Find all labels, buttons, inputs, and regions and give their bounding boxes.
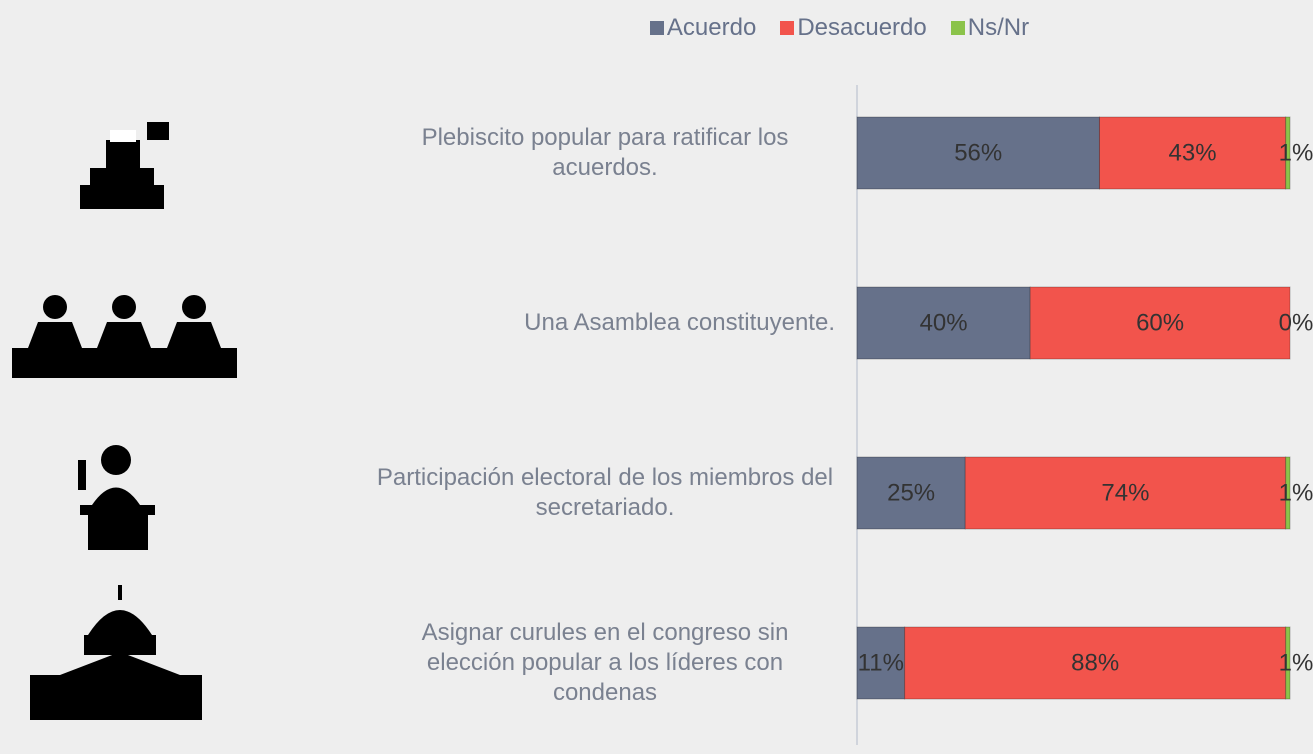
category-label: Plebiscito popular para ratificar los ac… — [421, 124, 789, 181]
value-label: 11% — [858, 649, 904, 676]
bar-segment — [856, 116, 1100, 190]
value-label: 40% — [920, 309, 968, 336]
bar-segment — [1285, 116, 1291, 190]
legend-swatch — [649, 21, 664, 35]
value-label: 43% — [1169, 139, 1217, 166]
bar-segment — [1285, 626, 1291, 700]
value-label: 74% — [1101, 479, 1149, 506]
legend: Acuerdo Desacuerdo Ns/Nr — [0, 14, 1313, 42]
legend-item: Acuerdo — [649, 14, 757, 42]
icons — [12, 122, 237, 720]
value-label: 25% — [887, 479, 935, 506]
legend-label: Desacuerdo — [797, 14, 927, 41]
bar-segment — [904, 626, 1287, 700]
category-label: Una Asamblea constituyente. — [524, 309, 835, 336]
category-box: Participación electoral de los miembros … — [375, 433, 835, 553]
category-label: Asignar curules en el congreso sin elecc… — [421, 619, 789, 706]
value-label: 1% — [1279, 649, 1313, 676]
congress-icon — [30, 585, 202, 720]
ballot-icon — [80, 122, 169, 209]
bar-segment — [856, 456, 966, 530]
value-label: 1% — [1279, 139, 1313, 166]
legend-label: Acuerdo — [666, 14, 757, 41]
category-box: Asignar curules en el congreso sin elecc… — [375, 603, 835, 723]
assembly-icon — [12, 295, 237, 378]
bar-segment — [1029, 286, 1291, 360]
category-box: Plebiscito popular para ratificar los ac… — [375, 93, 835, 213]
value-label: 88% — [1071, 649, 1119, 676]
legend-swatch — [950, 21, 965, 35]
legend-item: Ns/Nr — [950, 14, 1030, 42]
value-label: 0% — [1279, 309, 1313, 336]
value-label: 56% — [954, 139, 1002, 166]
legend-item: Desacuerdo — [780, 14, 927, 42]
legend-label: Ns/Nr — [967, 14, 1030, 41]
value-label: 1% — [1279, 479, 1313, 506]
category-label: Participación electoral de los miembros … — [376, 464, 834, 521]
speaker-icon — [78, 445, 155, 550]
category-box: Una Asamblea constituyente. — [524, 263, 835, 383]
bar-segment — [856, 626, 906, 700]
bar-segment — [856, 286, 1031, 360]
bar-segment — [1285, 456, 1291, 530]
value-label: 60% — [1136, 309, 1184, 336]
legend-swatch — [780, 21, 795, 35]
bar-segment — [1098, 116, 1287, 190]
